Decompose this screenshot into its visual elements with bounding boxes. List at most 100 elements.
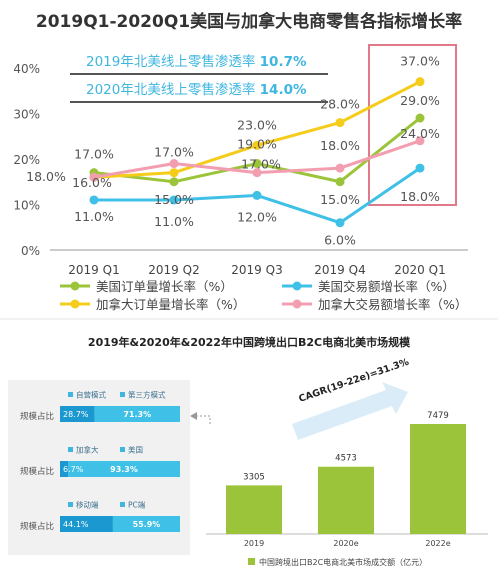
share-bar-segment: [60, 406, 95, 422]
series-point: [415, 163, 425, 173]
data-label: 29.0%: [400, 93, 440, 108]
share-row-label: 规模占比: [20, 411, 54, 422]
data-label: 17.0%: [154, 145, 194, 160]
data-label: 17.0%: [241, 157, 281, 172]
data-label: 19.0%: [237, 137, 277, 152]
series-point: [89, 195, 99, 205]
data-labels: 17.0% 15.0% 19.0% 15.0% 29.0% 11.0% 11.0% 12.0%…: [26, 54, 440, 248]
bar: [318, 466, 374, 534]
share-legend-label: 加拿大: [76, 445, 99, 455]
data-label: 17.0%: [74, 147, 114, 162]
series-point: [415, 136, 425, 146]
data-label: 18.0%: [320, 138, 360, 153]
top-line-chart: 2019Q1-2020Q1美国与加拿大电商零售各指标增长率 2019年北美线上零…: [13, 11, 468, 312]
bottom-legend-label: 中国跨境出口B2C电商北美市场成交额（亿元）: [259, 557, 427, 567]
share-row-label: 规模占比: [20, 521, 54, 532]
share-value-label: 93.3%: [110, 465, 138, 474]
bar-category-label: 2019: [244, 539, 264, 548]
share-row-label: 规模占比: [20, 466, 54, 477]
bar: [226, 485, 282, 534]
share-value-label: 6.7%: [63, 465, 84, 474]
x-tick-label: 2019 Q2: [148, 263, 199, 277]
svg-text:2020年北美线上零售渗透率 14.0%: 2020年北美线上零售渗透率 14.0%: [86, 81, 307, 98]
x-tick-label: 2019 Q1: [68, 263, 119, 277]
series-point: [335, 118, 345, 128]
top-chart-title: 2019Q1-2020Q1美国与加拿大电商零售各指标增长率: [36, 11, 462, 32]
series-point: [415, 77, 425, 87]
data-label: 23.0%: [237, 117, 277, 132]
series-point: [335, 218, 345, 228]
share-legend-label: PC端: [128, 500, 146, 510]
x-tick-label: 2020 Q1: [394, 263, 445, 277]
share-bar-segment: [60, 461, 69, 477]
series-point: [169, 168, 179, 178]
share-legend-label: 美国: [128, 445, 143, 455]
series-point: [252, 168, 262, 178]
legend-swatch-dot: [70, 281, 80, 291]
series-point: [335, 163, 345, 173]
share-legend-swatch: [68, 502, 73, 507]
share-bar-segment: [112, 516, 180, 532]
bottom-legend-swatch: [248, 558, 255, 565]
share-bar-segment: [94, 406, 180, 422]
y-tick-label: 20%: [13, 153, 40, 167]
bar-value-label: 3305: [243, 472, 265, 482]
share-legend-swatch: [120, 447, 125, 452]
y-tick-label: 40%: [13, 62, 40, 76]
data-label: 18.0%: [26, 169, 66, 184]
bars-group: 3305 2019 4573 2020e 7479 2022e: [226, 411, 466, 548]
bar: [410, 424, 466, 534]
y-tick-label: 10%: [13, 199, 40, 213]
share-legend-label: 移动端: [76, 500, 99, 510]
data-label: 18.0%: [400, 189, 440, 204]
bottom-chart-title: 2019年&2020年&2022年中国跨境出口B2C电商北美市场规模: [88, 335, 411, 349]
penetration-note-2019: 2019年北美线上零售渗透率 10.7%: [70, 53, 328, 75]
bottom-bar-chart: 2019年&2020年&2022年中国跨境出口B2C电商北美市场规模 自营模式 第…: [8, 335, 488, 567]
top-chart-panel: 2019Q1-2020Q1美国与加拿大电商零售各指标增长率 2019年北美线上零…: [13, 11, 468, 312]
series-point: [169, 195, 179, 205]
series-point: [252, 159, 262, 169]
legend-swatch-dot: [70, 299, 80, 309]
section-divider: [0, 318, 498, 320]
share-bar-segment: [60, 516, 113, 532]
series-point: [252, 140, 262, 150]
share-legend-swatch: [68, 447, 73, 452]
data-label: 15.0%: [154, 192, 194, 207]
svg-text:2019年北美线上零售渗透率 10.7%: 2019年北美线上零售渗透率 10.7%: [86, 53, 307, 70]
data-label: 11.0%: [154, 214, 194, 229]
bar-value-label: 7479: [427, 411, 449, 421]
series-point: [169, 159, 179, 169]
x-axis-ticks: 2019 Q1 2019 Q2 2019 Q3 2019 Q4 2020 Q1: [68, 263, 445, 277]
legend-swatch-dot: [292, 281, 302, 291]
share-value-label: 55.9%: [133, 520, 161, 529]
share-legend-swatch: [120, 392, 125, 397]
series-point: [335, 177, 345, 187]
data-label: 24.0%: [400, 126, 440, 141]
connector-line: [196, 415, 211, 424]
legend-label: 加拿大交易额增长率（%）: [318, 297, 467, 312]
series-point: [252, 190, 262, 200]
legend-label: 美国订单量增长率（%）: [96, 279, 233, 294]
x-tick-label: 2019 Q3: [231, 263, 282, 277]
share-legend-label: 自营模式: [76, 390, 106, 400]
data-label: 6.0%: [324, 233, 356, 248]
share-legend-label: 第三方模式: [128, 390, 166, 400]
legend-swatch-dot: [292, 299, 302, 309]
share-value-label: 28.7%: [63, 410, 89, 419]
share-legend-swatch: [68, 392, 73, 397]
y-tick-label: 0%: [21, 244, 40, 258]
legend-label: 加拿大订单量增长率（%）: [96, 297, 245, 312]
data-label: 12.0%: [237, 209, 277, 224]
bottom-chart-panel: 2019年&2020年&2022年中国跨境出口B2C电商北美市场规模 自营模式 第…: [0, 320, 498, 573]
y-tick-label: 30%: [13, 108, 40, 122]
penetration-note-2020: 2020年北美线上零售渗透率 14.0%: [70, 81, 328, 103]
connector-arrow: [190, 412, 197, 420]
data-label: 37.0%: [400, 54, 440, 69]
bar-category-label: 2022e: [425, 539, 450, 548]
cagr-arrow-icon: [292, 382, 408, 440]
series-point: [415, 113, 425, 123]
bar-category-label: 2020e: [333, 539, 358, 548]
data-label: 28.0%: [320, 97, 360, 112]
legend-label: 美国交易额增长率（%）: [318, 279, 455, 294]
